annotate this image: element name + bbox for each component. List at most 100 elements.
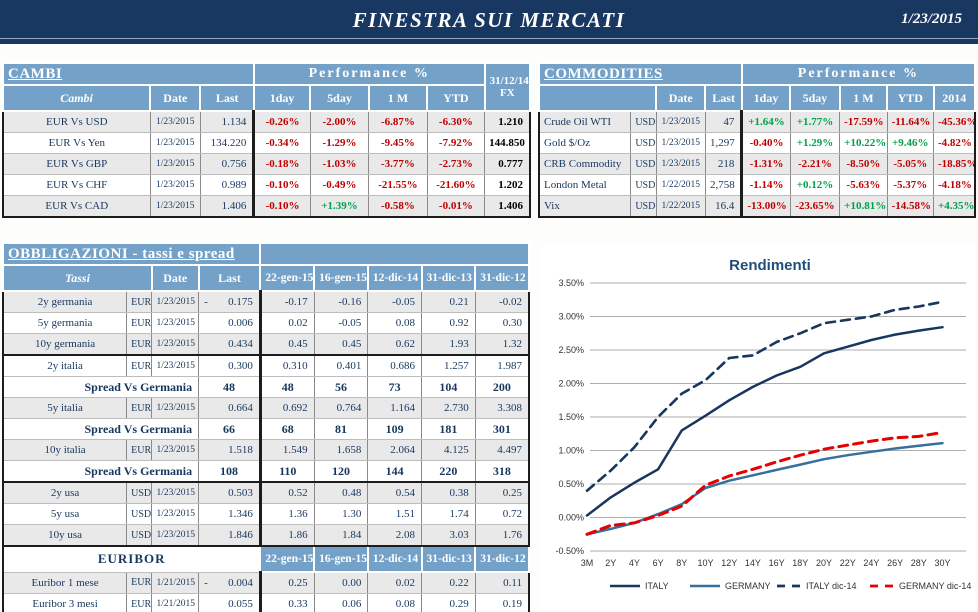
currency-cell: EUR	[126, 571, 153, 594]
performance-cell: -1.29%	[309, 132, 370, 154]
x-axis-label: 10Y	[697, 558, 713, 568]
legend-label: ITALY dic-14	[806, 581, 857, 591]
spread-history-cell: 220	[421, 460, 476, 483]
performance-cell: -0.26%	[252, 110, 311, 133]
history-cell: 0.29	[421, 593, 476, 612]
series-line-italy	[585, 325, 944, 517]
performance-cell: -2.00%	[309, 110, 370, 133]
performance-cell: +1.64%	[740, 110, 791, 133]
date-column-header: Date	[150, 264, 200, 292]
history-cell: 0.02	[258, 312, 315, 334]
performance-cell: +0.12%	[789, 174, 841, 196]
series-line-italy-dic-14	[585, 300, 944, 492]
spread-history-cell: 120	[313, 460, 369, 483]
rendimenti-chart: Rendimenti 3.50% 3.00% 2.50% 2.00% 1.50% 1.00%…	[540, 246, 976, 612]
performance-cell: +4.35%	[933, 195, 976, 218]
rate-label: 10y italia	[2, 439, 128, 461]
date-cell: 1/23/2015	[151, 439, 200, 461]
currency-cell: EUR	[126, 397, 153, 419]
performance-cell: -45.36%	[933, 110, 976, 133]
history-cell: -0.16	[313, 290, 369, 313]
history-cell: 2.08	[367, 524, 423, 547]
commodity-label: Vix	[538, 195, 632, 218]
history-cell: 0.764	[313, 397, 369, 419]
performance-cell: -2.73%	[426, 153, 486, 175]
history-cell: 0.401	[313, 354, 369, 377]
last-cell: 1.406	[199, 195, 255, 218]
cambi-row: EUR Vs USD 1/23/2015 1.134 -0.26% -2.00% -6.8…	[2, 110, 531, 133]
date-cell: 1/21/2015	[151, 571, 200, 594]
commodity-label: Crude Oil WTI	[538, 110, 632, 133]
commodity-row: London Metal USD 1/22/2015 2,758 -1.14% +0.12…	[538, 174, 976, 196]
performance-cell: -5.05%	[886, 153, 935, 175]
history-cell: 2.064	[367, 439, 423, 461]
history-cell: 1.76	[474, 524, 530, 547]
history-cell: 0.45	[313, 333, 369, 356]
series-line-germany	[585, 441, 944, 536]
spread-history-cell: 110	[258, 460, 315, 483]
spread-label: Spread Vs Germania	[2, 376, 200, 398]
performance-cell: -0.49%	[309, 174, 370, 196]
y-axis-label: 3.00%	[558, 312, 584, 322]
rate-label: 5y italia	[2, 397, 128, 419]
currency-cell: USD	[126, 503, 153, 525]
rate-label: 10y germania	[2, 333, 128, 356]
commodities-table: COMMODITIES Performance % Date Last 1day 5day…	[537, 62, 977, 218]
commodities-performance-header: Performance %	[740, 62, 977, 86]
history-column-header: 31-dic-12	[474, 264, 530, 292]
x-axis-label: 12Y	[721, 558, 737, 568]
spread-history-cell: 109	[367, 418, 423, 440]
history-cell: 1.36	[258, 503, 315, 525]
last-cell: 218	[704, 153, 743, 175]
history-cell: 1.658	[313, 439, 369, 461]
commodities-column-header: 1 M	[838, 84, 889, 112]
commodities-empty-header	[537, 84, 658, 112]
history-cell: 0.692	[258, 397, 315, 419]
bond-row: 10y italia EUR 1/23/2015 1.518 1.549 1.658 2.0…	[2, 439, 530, 461]
history-cell: 1.84	[313, 524, 369, 547]
series-line-germany-dic-14	[585, 430, 944, 536]
performance-cell: -21.55%	[368, 174, 428, 196]
x-axis-label: 6Y	[653, 558, 664, 568]
performance-cell: -2.21%	[789, 153, 841, 175]
history-column-header: 31-dic-13	[420, 264, 477, 292]
euribor-history-column-header: 31-dic-13	[420, 545, 477, 573]
history-cell: 0.06	[313, 593, 369, 612]
history-cell: 0.22	[421, 571, 476, 594]
performance-cell: -6.87%	[368, 110, 428, 133]
performance-cell: -1.31%	[740, 153, 791, 175]
history-cell: 1.164	[367, 397, 423, 419]
performance-cell: -1.14%	[740, 174, 791, 196]
currency-cell: USD	[630, 195, 657, 218]
history-cell: 0.310	[258, 354, 315, 377]
cambi-column-header: Cambi	[1, 84, 152, 112]
cambi-section-title: CAMBI	[2, 62, 255, 86]
cambi-row: EUR Vs GBP 1/23/2015 0.756 -0.18% -1.03% -3.7…	[2, 153, 531, 175]
commodity-row: Gold $/Oz USD 1/23/2015 1,297 -0.40% +1.29% +1…	[538, 132, 976, 154]
spread-history-cell: 104	[421, 376, 476, 398]
rate-label: 5y usa	[2, 503, 128, 525]
history-column-header: 22-gen-15	[259, 264, 316, 292]
performance-cell: -18.85%	[933, 153, 976, 175]
performance-cell: -4.82%	[933, 132, 976, 154]
history-cell: 0.25	[258, 571, 315, 594]
bond-row: Spread Vs Germania 66 68 81 109 181 301	[2, 418, 530, 440]
history-cell: 0.02	[367, 571, 423, 594]
fx-cell: 0.777	[484, 153, 531, 175]
performance-cell: -23.65%	[789, 195, 841, 218]
y-axis-label: 0.50%	[558, 479, 584, 489]
history-cell: 1.86	[258, 524, 315, 547]
spread-history-cell: 301	[474, 418, 530, 440]
x-axis-label: 26Y	[887, 558, 903, 568]
cambi-column-header: 5day	[309, 84, 370, 112]
x-axis-label: 18Y	[792, 558, 808, 568]
spread-label: Spread Vs Germania	[2, 418, 200, 440]
last-cell: 0.664	[198, 397, 261, 419]
history-cell: 1.549	[258, 439, 315, 461]
y-axis-label: 0.00%	[558, 513, 584, 523]
spread-history-cell: 48	[258, 376, 315, 398]
spread-history-cell: 181	[421, 418, 476, 440]
rate-label: 10y usa	[2, 524, 128, 547]
history-cell: 1.257	[421, 354, 476, 377]
last-cell: 1.518	[198, 439, 261, 461]
